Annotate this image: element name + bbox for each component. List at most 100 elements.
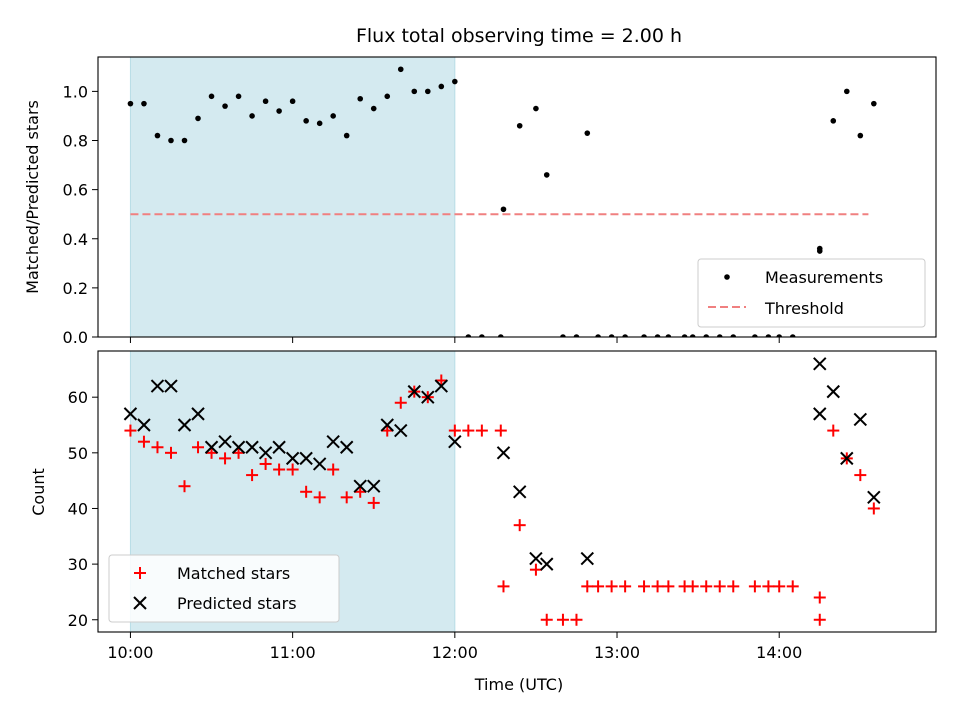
matched-star-point (462, 424, 475, 437)
predicted-stars-series (123, 357, 881, 571)
matched-star-point (178, 480, 191, 493)
matched-star-point (727, 580, 740, 593)
bottom-x-tick-label: 12:00 (432, 643, 478, 662)
predicted-star-point (512, 485, 527, 499)
top-panel: 0.0 0.2 0.4 0.6 0.8 1.0 Measurements Threshold (63, 56, 937, 347)
matched-star-point (592, 580, 605, 593)
matched-star-point (529, 563, 542, 576)
measurement-point (497, 334, 504, 337)
matched-star-point (273, 463, 286, 476)
matched-star-point (494, 424, 507, 437)
matched-star-point (246, 469, 259, 482)
predicted-star-point-b (380, 418, 394, 432)
matched-star-point (570, 613, 583, 626)
predicted-star-point-b (826, 384, 840, 399)
top-y-axis-title: Matched/Predicted stars (23, 100, 42, 294)
predicted-star-point (448, 434, 462, 449)
matched-star-point (137, 435, 150, 448)
predicted-star-point (204, 440, 219, 454)
predicted-star-point-b (367, 479, 381, 493)
bottom-y-tick-label: 30 (68, 555, 88, 574)
measurement-point (452, 78, 458, 85)
matched-star-point (381, 424, 394, 437)
matched-star-point (605, 580, 618, 593)
matched-star-point (435, 374, 448, 387)
predicted-star-point-b (218, 434, 232, 449)
measurement-point (641, 334, 647, 337)
predicted-star-point (434, 379, 449, 393)
predicted-star-point-b (496, 446, 511, 460)
predicted-star-point-b (448, 434, 462, 449)
predicted-star-point-b (529, 551, 543, 566)
legend-threshold-label: Threshold (764, 299, 844, 318)
measurement-point (665, 334, 672, 337)
measurement-point (789, 334, 796, 337)
top-y-tick-label: 0.2 (63, 279, 88, 298)
measurement-point (208, 93, 215, 100)
matched-stars-series (124, 374, 880, 626)
matched-star-point (232, 446, 245, 459)
measurement-point (316, 120, 323, 127)
bottom-x-tick-label: 11:00 (270, 643, 316, 662)
measurement-point (689, 334, 696, 337)
measurement-point (622, 334, 628, 337)
measurement-point (235, 93, 242, 100)
predicted-star-point-b (272, 440, 286, 454)
matched-star-point (700, 580, 713, 593)
measurement-point (654, 334, 661, 337)
predicted-star-point (272, 440, 286, 454)
predicted-star-point-b (394, 423, 408, 438)
measurement-point (595, 334, 601, 337)
matched-star-point (513, 519, 526, 532)
predicted-star-point-b (326, 434, 340, 449)
legend-predicted-label: Predicted stars (177, 594, 297, 613)
predicted-star-point-b (123, 407, 138, 421)
measurement-point (249, 113, 255, 119)
measurement-point (608, 334, 615, 337)
top-y-tick-label: 0.8 (63, 132, 88, 151)
predicted-star-point (867, 490, 881, 505)
predicted-star-point (840, 451, 854, 466)
matched-star-point (748, 580, 761, 593)
matched-star-point (219, 452, 232, 465)
bottom-frame (97, 350, 937, 633)
predicted-star-point (245, 440, 259, 454)
matched-star-point (300, 485, 313, 498)
bottom-y-tick-label: 40 (68, 499, 88, 518)
matched-star-point (497, 580, 510, 593)
bottom-panel: 20 30 40 50 60 10:00 11:00 12:00 13:00 14:00 Match… (68, 350, 937, 662)
matched-star-point (354, 485, 367, 498)
top-legend: Measurements Threshold (697, 258, 926, 328)
bottom-x-tick-label: 10:00 (107, 643, 153, 662)
matched-star-point (867, 502, 880, 515)
matched-star-point (394, 396, 407, 409)
top-frame (97, 56, 937, 338)
predicted-star-point (123, 407, 138, 421)
measurement-point (289, 98, 296, 105)
legend-matched-label: Matched stars (177, 564, 290, 583)
predicted-star-point-b (840, 451, 854, 466)
measurement-point (543, 172, 550, 178)
predicted-star-point-b (813, 357, 827, 371)
predicted-star-point-b (137, 418, 151, 432)
matched-star-point (786, 580, 799, 593)
predicted-star-point (496, 446, 511, 460)
matched-star-point (151, 441, 164, 454)
bottom-x-tick-label: 13:00 (594, 643, 640, 662)
predicted-star-point (540, 557, 554, 571)
measurement-point (384, 93, 391, 100)
predicted-star-point (218, 434, 232, 449)
matched-star-point (448, 424, 461, 437)
predicted-star-point (580, 551, 594, 566)
predicted-star-point-b (231, 440, 246, 454)
predicted-star-point (191, 407, 205, 421)
predicted-star-point-b (867, 490, 881, 505)
legend-predicted-marker-b (133, 596, 147, 610)
predicted-star-point (299, 451, 313, 466)
measurement-point (465, 334, 472, 337)
matched-star-point (713, 580, 726, 593)
measurement-point (411, 88, 418, 95)
measurement-point (716, 334, 723, 337)
matched-star-point (286, 463, 299, 476)
legend-predicted-marker (133, 596, 147, 610)
